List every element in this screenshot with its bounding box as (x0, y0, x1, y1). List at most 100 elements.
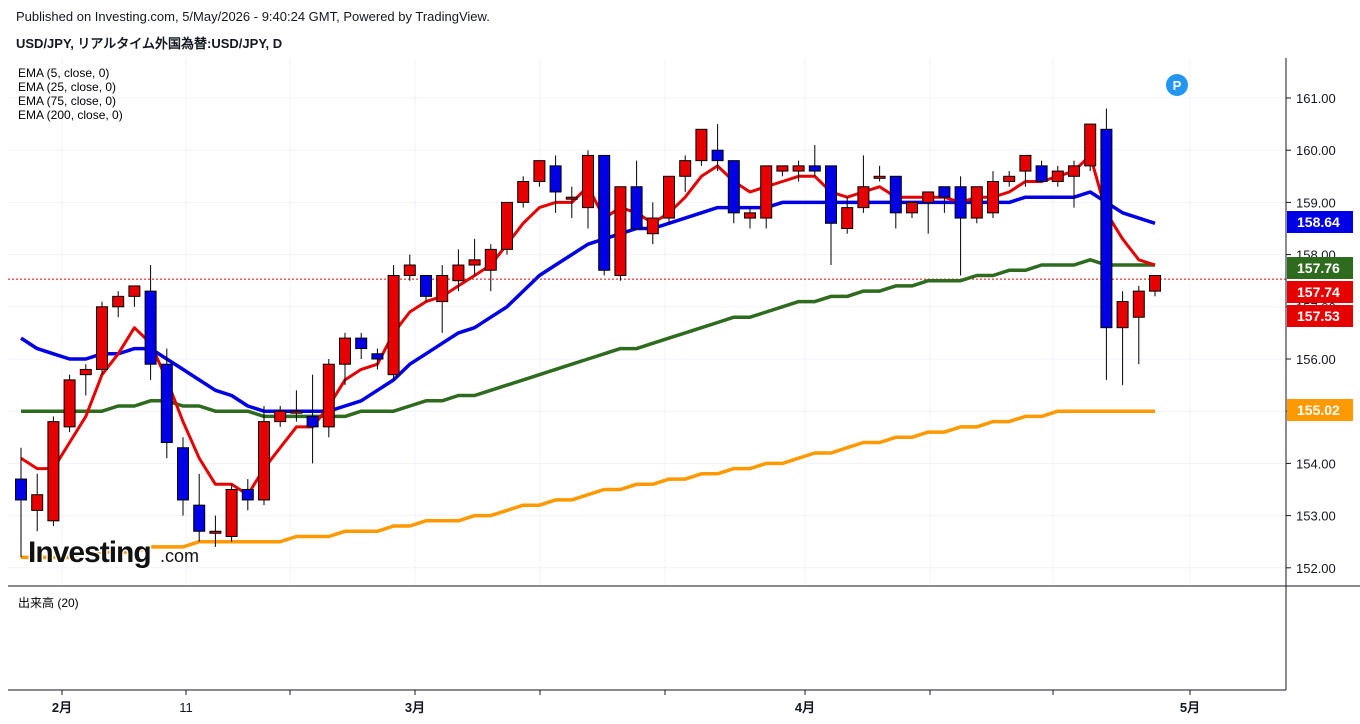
candle-body (598, 154, 611, 271)
y-tick-label: 159.00 (1296, 195, 1336, 210)
candle-body (970, 186, 983, 219)
marker-label: P (1173, 78, 1182, 93)
candle-body (1068, 165, 1080, 177)
price-label: 157.74 (1287, 281, 1353, 303)
price-label-bg (1287, 257, 1353, 279)
candle (1100, 108, 1113, 380)
y-tick-label: 152.00 (1296, 561, 1336, 576)
candle (1019, 154, 1032, 187)
marker-p[interactable]: P (1166, 74, 1188, 96)
candle (355, 332, 368, 359)
candle-body (857, 186, 870, 209)
candle (873, 165, 886, 182)
x-axis-ticks: 2月 11 3月 4月 5月 (52, 690, 1200, 715)
x-tick-label: 3月 (405, 700, 425, 715)
y-tick-label: 160.00 (1296, 143, 1336, 158)
price-label-text: 157.53 (1297, 308, 1340, 324)
candle-body (549, 165, 562, 193)
price-label: 158.64 (1287, 211, 1353, 233)
candle (225, 484, 238, 542)
candle-body (565, 196, 578, 200)
candle (938, 186, 951, 213)
x-tick-label: 2月 (52, 700, 72, 715)
candle-body (646, 217, 659, 235)
candle (322, 359, 335, 438)
candle-body (825, 165, 837, 224)
candle (371, 348, 384, 370)
candle (922, 191, 935, 234)
candle-body (274, 410, 287, 423)
candle-body (193, 504, 206, 532)
candle-body (322, 363, 335, 428)
candle (193, 473, 206, 542)
candle (857, 155, 870, 213)
candle (825, 165, 837, 266)
candle-body (727, 160, 740, 214)
candle (177, 437, 189, 516)
candle-body (112, 295, 125, 308)
candle-body (906, 201, 918, 214)
volume-label: 出来高 (20) (18, 595, 79, 610)
candle (792, 160, 805, 182)
candle (241, 479, 254, 511)
price-label-bg (1287, 305, 1353, 327)
candle (970, 186, 983, 224)
candle (452, 249, 465, 292)
candle (436, 265, 449, 333)
ema75-line (21, 258, 1155, 419)
candle-body (15, 478, 27, 501)
candle (339, 332, 351, 386)
candle-body (987, 181, 999, 214)
candle-body (922, 191, 935, 203)
candle-body (355, 337, 368, 350)
candle-body (96, 306, 108, 370)
marker-circle (1166, 74, 1188, 96)
candle-body (371, 353, 384, 360)
candle-body (306, 415, 319, 428)
investing-logo: Investing .com (27, 535, 201, 571)
candle-body (873, 175, 886, 179)
price-labels: 158.64 157.76 157.74 157.53 155.02 (1287, 211, 1353, 421)
candle (776, 165, 789, 177)
candle (31, 473, 44, 532)
candle-body (403, 264, 416, 276)
candle-body (258, 421, 270, 501)
candle (144, 265, 157, 380)
candle-body (1100, 128, 1113, 329)
candle-body (760, 165, 773, 219)
candle (565, 186, 578, 219)
candle-body (1149, 274, 1161, 292)
y-tick-label: 161.00 (1296, 91, 1336, 106)
candle-body (1132, 290, 1145, 318)
price-label-bg (1287, 281, 1353, 303)
candle-body (679, 160, 692, 177)
candle (79, 364, 92, 396)
candle (1084, 123, 1097, 172)
price-label-text: 158.64 (1297, 214, 1340, 230)
price-label-bg (1287, 399, 1353, 421)
candle-body (1003, 175, 1016, 183)
candle-body (160, 363, 173, 444)
candle (582, 150, 594, 229)
candle (403, 254, 416, 281)
candle-body (339, 337, 351, 365)
candle-body (582, 154, 594, 209)
y-tick-label: 156.00 (1296, 352, 1336, 367)
y-tick-label: 154.00 (1296, 456, 1336, 471)
candle-body (517, 181, 530, 203)
published-line: Published on Investing.com, 5/May/2026 -… (16, 9, 490, 24)
price-label: 155.02 (1287, 399, 1353, 421)
candle-body (290, 410, 303, 414)
candle-body (711, 149, 724, 162)
candle-body (1019, 154, 1032, 172)
candle (1051, 165, 1064, 187)
logo-suffix: .com (160, 546, 199, 566)
candle (760, 165, 773, 229)
candle (630, 160, 643, 230)
candle (598, 154, 611, 276)
candle (47, 416, 60, 527)
candle-body (841, 207, 854, 229)
y-axis-ticks: 161.00160.00159.00158.00157.00156.00155.… (1286, 91, 1336, 576)
candle (663, 175, 675, 224)
